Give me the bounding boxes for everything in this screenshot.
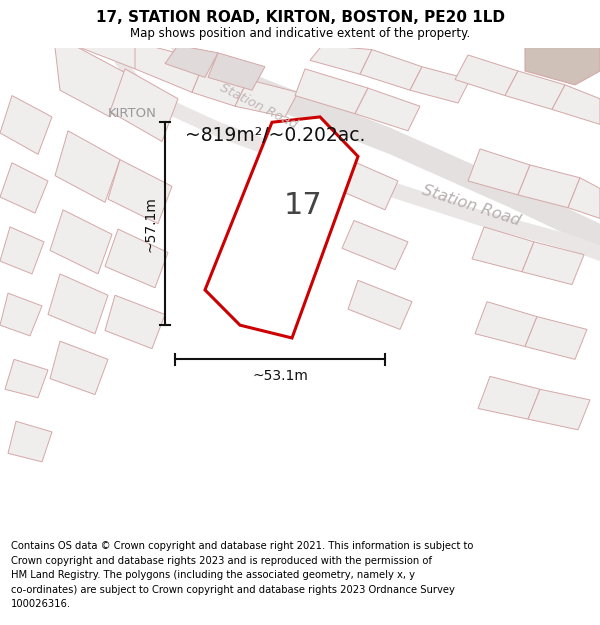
Polygon shape: [80, 48, 148, 69]
Text: ~819m²/~0.202ac.: ~819m²/~0.202ac.: [185, 126, 365, 144]
Text: 17, STATION ROAD, KIRTON, BOSTON, PE20 1LD: 17, STATION ROAD, KIRTON, BOSTON, PE20 1…: [95, 9, 505, 24]
Polygon shape: [0, 96, 52, 154]
Polygon shape: [525, 48, 600, 85]
Polygon shape: [235, 79, 298, 117]
Polygon shape: [105, 229, 168, 288]
Polygon shape: [205, 117, 358, 338]
Polygon shape: [505, 71, 565, 109]
Polygon shape: [170, 48, 600, 251]
Polygon shape: [8, 421, 52, 462]
Polygon shape: [192, 61, 248, 106]
Polygon shape: [330, 156, 398, 210]
Polygon shape: [108, 159, 172, 224]
Text: Station Road: Station Road: [420, 182, 522, 229]
Polygon shape: [310, 46, 372, 74]
Polygon shape: [0, 293, 42, 336]
Polygon shape: [518, 165, 580, 208]
Polygon shape: [50, 210, 112, 274]
Polygon shape: [525, 317, 587, 359]
Polygon shape: [50, 341, 108, 394]
Polygon shape: [55, 131, 120, 202]
Polygon shape: [342, 221, 408, 269]
Polygon shape: [528, 389, 590, 430]
Polygon shape: [115, 48, 600, 261]
Polygon shape: [165, 46, 218, 78]
Polygon shape: [135, 46, 205, 92]
Polygon shape: [55, 48, 128, 117]
Polygon shape: [478, 376, 540, 419]
Polygon shape: [348, 280, 412, 329]
Polygon shape: [208, 53, 265, 90]
Polygon shape: [468, 149, 530, 195]
Polygon shape: [110, 69, 178, 141]
Polygon shape: [522, 242, 584, 284]
Text: Map shows position and indicative extent of the property.: Map shows position and indicative extent…: [130, 28, 470, 41]
Text: Contains OS data © Crown copyright and database right 2021. This information is : Contains OS data © Crown copyright and d…: [11, 541, 473, 609]
Polygon shape: [0, 227, 44, 274]
Polygon shape: [105, 295, 165, 349]
Polygon shape: [360, 49, 422, 90]
Polygon shape: [0, 163, 48, 213]
Polygon shape: [5, 359, 48, 398]
Text: KIRTON: KIRTON: [108, 107, 157, 120]
Polygon shape: [568, 177, 600, 218]
Polygon shape: [355, 88, 420, 131]
Polygon shape: [410, 67, 470, 103]
Text: Station Road: Station Road: [218, 81, 300, 131]
Polygon shape: [475, 302, 537, 346]
Text: ~53.1m: ~53.1m: [252, 369, 308, 383]
Polygon shape: [295, 69, 368, 114]
Polygon shape: [552, 85, 600, 124]
Polygon shape: [48, 274, 108, 334]
Text: ~57.1m: ~57.1m: [144, 196, 158, 252]
Text: 17: 17: [284, 191, 323, 220]
Polygon shape: [455, 55, 518, 96]
Polygon shape: [472, 227, 534, 272]
